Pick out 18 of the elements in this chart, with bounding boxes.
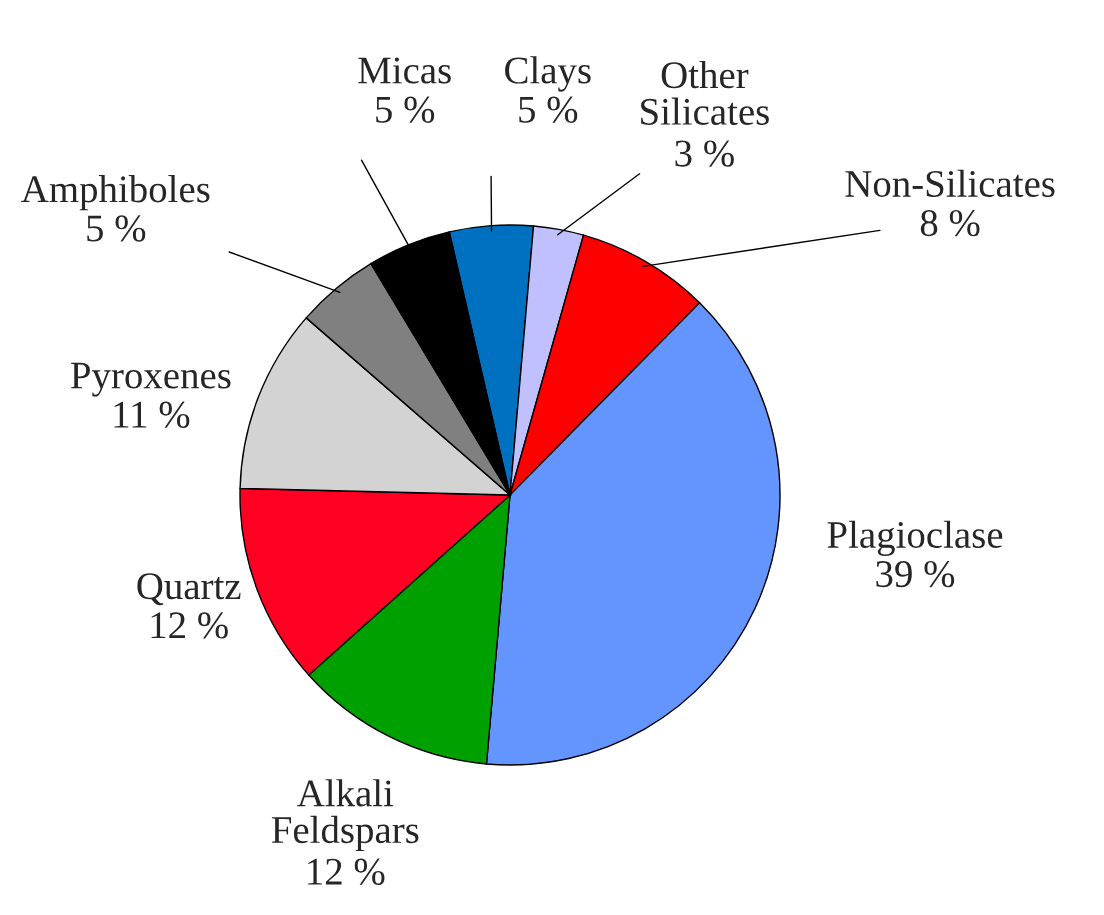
data-label: 12 %	[151, 612, 228, 639]
slice-label: Non-Silicates	[845, 169, 1055, 198]
slice-label: Micas	[358, 57, 451, 84]
slice-label: Plagioclase	[827, 520, 1003, 557]
slice-label: Quartz	[137, 573, 241, 606]
slice-label: Alkali Feldspars	[271, 779, 419, 852]
data-label: 5 %	[87, 215, 146, 242]
data-label: 3 %	[675, 140, 734, 167]
slice-label: Amphiboles	[21, 175, 210, 211]
data-label: 11 %	[114, 401, 190, 428]
slice-label: Pyroxenes	[71, 362, 231, 397]
slice-label: Other Silicates	[641, 60, 769, 125]
data-label: 12 %	[308, 858, 385, 885]
slice-label: Clays	[505, 56, 591, 92]
data-label: 39 %	[876, 560, 955, 588]
data-label: 5 %	[376, 96, 435, 123]
data-label: 8 %	[920, 209, 980, 237]
data-label: 5 %	[519, 96, 578, 123]
